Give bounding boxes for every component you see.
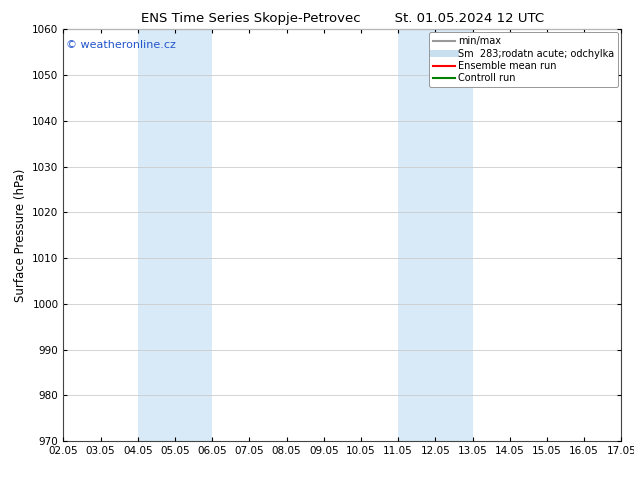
Bar <box>398 29 472 441</box>
Bar <box>138 29 212 441</box>
Text: © weatheronline.cz: © weatheronline.cz <box>66 40 176 49</box>
Y-axis label: Surface Pressure (hPa): Surface Pressure (hPa) <box>14 169 27 302</box>
Title: ENS Time Series Skopje-Petrovec        St. 01.05.2024 12 UTC: ENS Time Series Skopje-Petrovec St. 01.0… <box>141 12 544 25</box>
Legend: min/max, Sm  283;rodatn acute; odchylka, Ensemble mean run, Controll run: min/max, Sm 283;rodatn acute; odchylka, … <box>429 32 618 87</box>
